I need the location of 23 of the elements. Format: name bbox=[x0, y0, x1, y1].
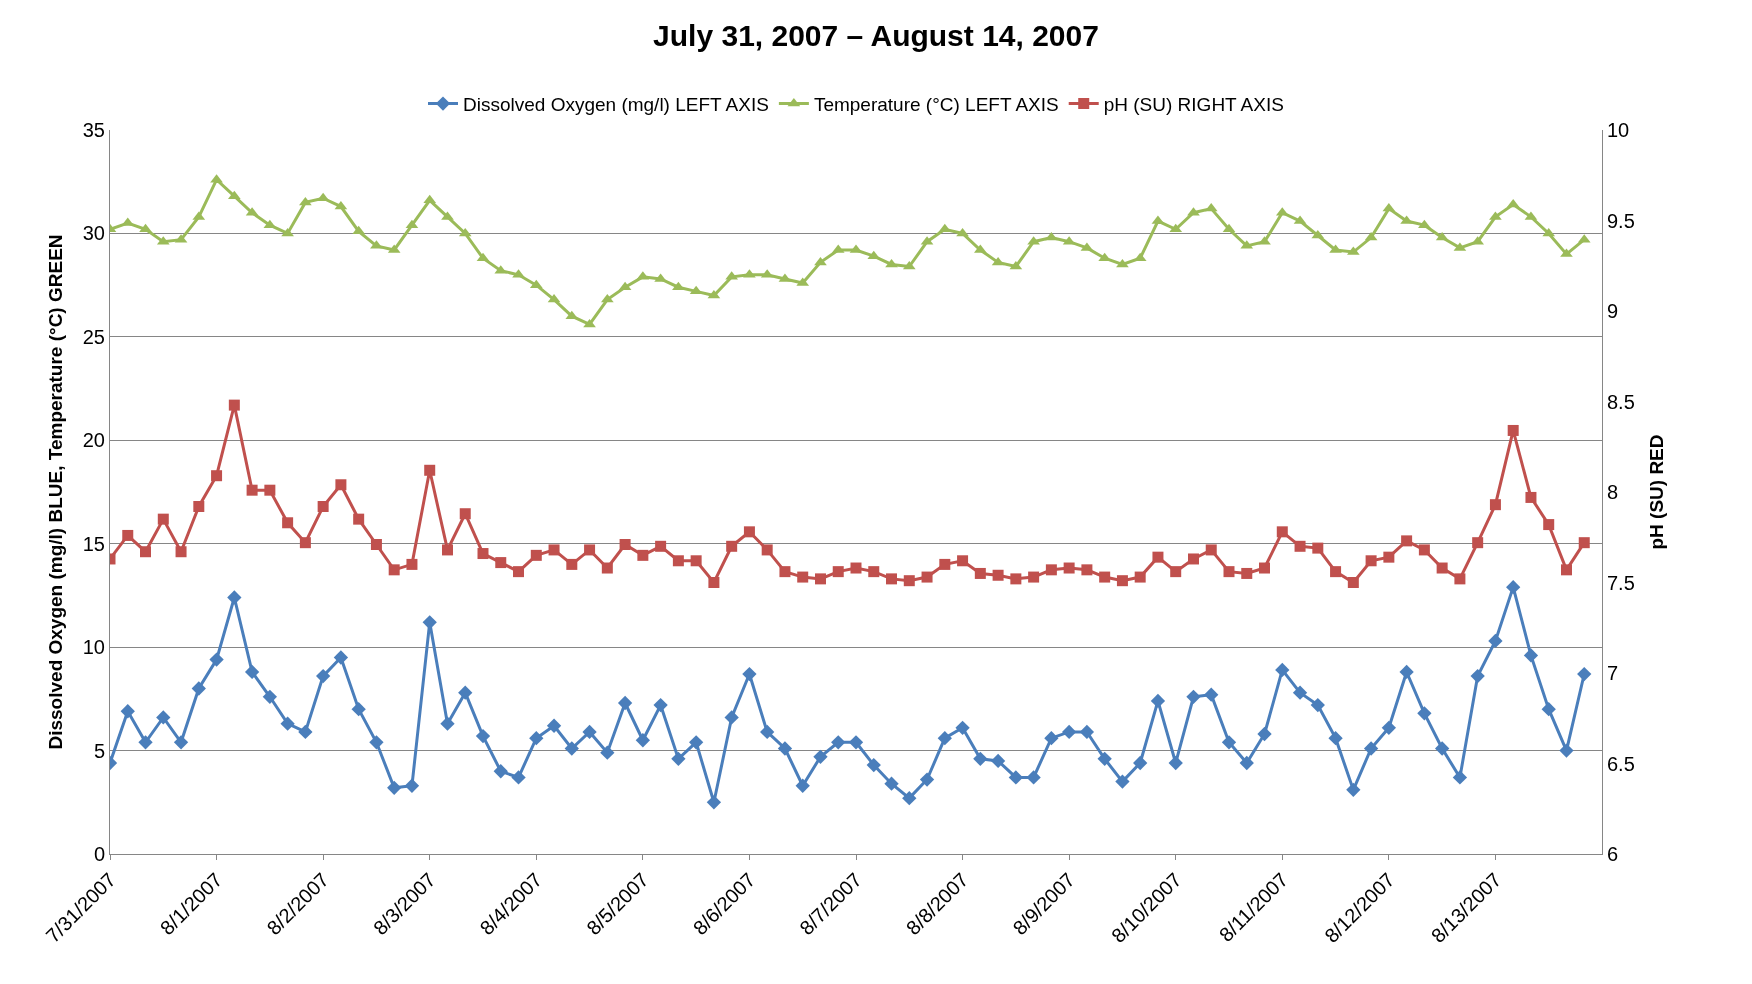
y2-tick-label: 6 bbox=[1607, 843, 1619, 865]
y-tick-label: 15 bbox=[82, 532, 105, 555]
y2-tick-label: 7.5 bbox=[1607, 571, 1635, 594]
y-tick-label: 5 bbox=[93, 739, 105, 762]
y2-tick-label: 8 bbox=[1607, 481, 1619, 503]
legend-label: pH (SU) RIGHT AXIS bbox=[1103, 94, 1284, 116]
y2-tick-label: 8.5 bbox=[1607, 390, 1635, 413]
chart-title: July 31, 2007 – August 14, 2007 bbox=[653, 18, 1099, 52]
y2-axis-title: pH (SU) RED bbox=[1645, 434, 1667, 550]
y-axis-title: Dissolved Oxygen (mg/l) BLUE, Temperature (°C) GREEN bbox=[44, 234, 66, 750]
y2-tick-label: 7 bbox=[1607, 662, 1619, 684]
y2-tick-label: 10 bbox=[1607, 119, 1630, 141]
y2-tick-label: 6.5 bbox=[1607, 752, 1635, 775]
y-tick-label: 0 bbox=[93, 843, 105, 865]
y-tick-label: 10 bbox=[82, 636, 105, 659]
y2-tick-label: 9.5 bbox=[1607, 209, 1635, 232]
y-tick-label: 30 bbox=[82, 222, 105, 245]
legend-label: Temperature (°C) LEFT AXIS bbox=[813, 94, 1059, 116]
y2-tick-label: 9 bbox=[1607, 300, 1619, 322]
y-tick-label: 35 bbox=[82, 119, 105, 141]
legend-label: Dissolved Oxygen (mg/l) LEFT AXIS bbox=[463, 94, 769, 116]
y-tick-label: 20 bbox=[82, 429, 105, 452]
y-tick-label: 25 bbox=[82, 325, 105, 348]
